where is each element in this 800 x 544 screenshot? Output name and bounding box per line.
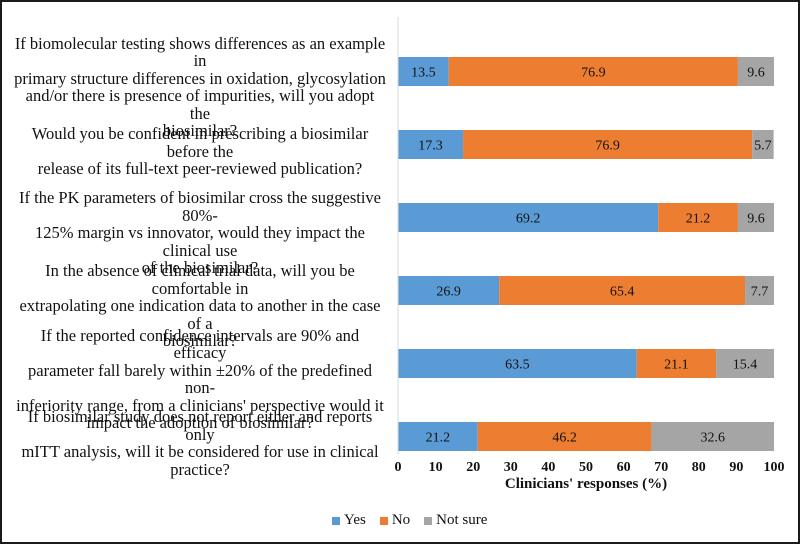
legend-swatch-not-sure <box>424 516 433 525</box>
x-tick-label-70: 70 <box>654 460 668 475</box>
bar-yes-3 <box>398 203 659 232</box>
data-label-no-3: 21.2 <box>686 212 711 227</box>
data-label-no-5: 21.1 <box>664 358 689 373</box>
bar-no-2 <box>463 130 753 159</box>
category-label-line: mITT analysis, will it be considered for… <box>21 442 379 462</box>
data-label-not-sure-3: 9.6 <box>747 212 765 227</box>
data-label-not-sure-1: 9.6 <box>747 66 765 81</box>
x-tick-label-0: 0 <box>395 460 402 475</box>
x-tick-label-90: 90 <box>729 460 743 475</box>
bars-layer: 13.5 76.9 9.6 17.3 76.9 5.7 69.2 21.2 9.6 26.9 65.… <box>398 57 774 451</box>
bar-not-sure-3 <box>737 203 774 232</box>
legend-item-not-sure: Not sure <box>424 512 487 529</box>
x-tick-label-40: 40 <box>541 460 555 475</box>
category-label-line: If the reported confidence intervals are… <box>40 325 360 362</box>
bar-no-6 <box>477 422 652 451</box>
legend-label-not-sure: Not sure <box>436 512 488 528</box>
data-label-yes-2: 17.3 <box>418 139 443 154</box>
data-label-yes-3: 69.2 <box>516 212 541 227</box>
data-label-not-sure-5: 15.4 <box>733 358 758 373</box>
data-label-no-2: 76.9 <box>595 139 620 154</box>
x-tick-label-100: 100 <box>764 460 785 475</box>
category-label-line: release of its full-text peer-reviewed p… <box>37 159 363 178</box>
category-label-1: If biomolecular testing shows difference… <box>14 33 386 140</box>
bar-yes-1 <box>398 57 449 86</box>
category-label-line: If biomolecular testing shows difference… <box>14 33 386 70</box>
category-label-line: practice? <box>170 459 230 479</box>
category-label-line: In the absence of clinical trial data, w… <box>45 261 355 298</box>
x-axis: 0 10 20 30 40 50 60 70 80 90 100 <box>395 17 785 475</box>
x-tick-label-60: 60 <box>617 460 631 475</box>
category-label-line: and/or there is presence of impurities, … <box>25 86 375 123</box>
category-label-line: extrapolating one indication data to ano… <box>19 296 381 333</box>
bar-no-1 <box>448 57 738 86</box>
bar-no-3 <box>658 203 738 232</box>
category-label-line: 125% margin vs innovator, would they imp… <box>35 223 365 260</box>
bar-not-sure-6 <box>651 422 774 451</box>
legend-item-yes: Yes <box>332 512 366 529</box>
category-label-line: parameter fall barely within ±20% of the… <box>28 360 372 397</box>
data-label-yes-5: 63.5 <box>505 358 530 373</box>
x-tick-label-10: 10 <box>429 460 443 475</box>
legend-item-no: No <box>379 512 411 529</box>
bar-yes-2 <box>398 130 464 159</box>
data-label-not-sure-2: 5.7 <box>754 139 772 154</box>
data-label-not-sure-4: 7.7 <box>751 285 769 300</box>
category-label-6: If biosimilar study does not report eith… <box>14 408 386 478</box>
legend-label-no: No <box>391 512 411 528</box>
legend: Yes No Not sure <box>332 512 487 529</box>
category-label-line: biosimilar? <box>162 331 238 351</box>
bar-yes-4 <box>398 276 500 305</box>
category-label-2: Would you be confident in prescribing a … <box>14 125 386 178</box>
data-label-yes-1: 13.5 <box>411 66 436 81</box>
x-tick-label-80: 80 <box>692 460 706 475</box>
bar-no-4 <box>499 276 746 305</box>
x-axis-title: Clinicians' responses (%) <box>505 476 667 492</box>
category-label-3: If the PK parameters of biosimilar cross… <box>14 189 386 277</box>
category-label-line: If biosimilar study does not report eith… <box>27 407 373 444</box>
legend-label-yes: Yes <box>344 512 366 528</box>
category-label-line: of the biosimilar? <box>141 258 259 278</box>
bar-not-sure-5 <box>716 349 774 378</box>
bar-not-sure-4 <box>745 276 774 305</box>
bar-not-sure-1 <box>737 57 774 86</box>
x-tick-label-30: 30 <box>504 460 518 475</box>
category-label-line: primary structure differences in oxidati… <box>14 68 386 88</box>
bar-yes-5 <box>398 349 637 378</box>
data-label-no-4: 65.4 <box>610 285 635 300</box>
legend-swatch-yes <box>332 516 340 525</box>
category-label-line: Would you be confident in prescribing a … <box>31 124 369 161</box>
category-label-line: If the PK parameters of biosimilar cross… <box>19 188 381 225</box>
category-label-line: inferiority range, from a clinicians' pe… <box>16 395 384 415</box>
data-label-no-1: 76.9 <box>581 66 606 81</box>
x-tick-label-20: 20 <box>466 460 480 475</box>
category-label-5: If the reported confidence intervals are… <box>14 325 386 432</box>
data-label-yes-6: 21.2 <box>426 431 451 446</box>
category-label-line: impact the adoption of biosimilar? <box>86 413 314 432</box>
data-label-no-6: 46.2 <box>552 431 577 446</box>
bar-no-5 <box>636 349 717 378</box>
category-label-4: In the absence of clinical trial data, w… <box>14 262 386 350</box>
legend-swatch-no <box>379 516 388 525</box>
x-tick-label-50: 50 <box>579 460 593 475</box>
data-label-not-sure-6: 32.6 <box>700 431 725 446</box>
category-label-line: biosimilar? <box>162 121 238 140</box>
bar-not-sure-2 <box>752 130 774 159</box>
data-label-yes-4: 26.9 <box>436 285 461 300</box>
bar-yes-6 <box>398 422 478 451</box>
